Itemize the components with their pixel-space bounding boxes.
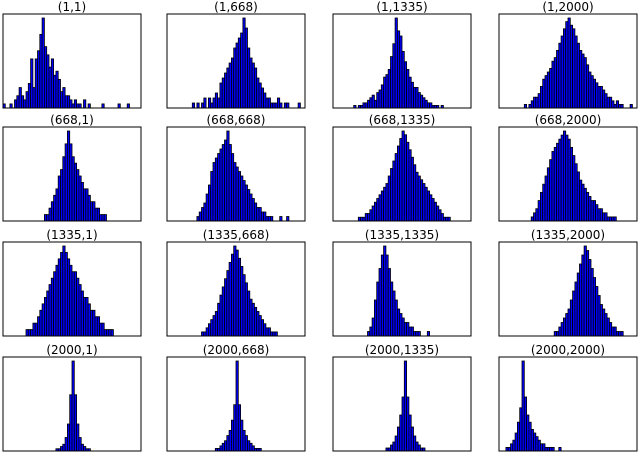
histogram-panel: (2000,1) [2,343,142,452]
histogram-panel: (1335,1) [2,228,142,337]
histogram-panel: (1,1335) [332,0,472,109]
histogram-panel: (2000,2000) [498,343,638,452]
histogram-bar [203,97,207,109]
histogram-bar [78,103,82,109]
histogram-panel: (668,1) [2,113,142,222]
histogram-bar [286,216,290,222]
histogram-bar [629,104,633,109]
histogram-bar [417,331,421,337]
panel-frame [332,241,472,337]
panel-frame [332,126,472,222]
histogram-bar [613,216,617,222]
histogram-bar [279,102,283,109]
histogram-panel: (1335,1335) [332,228,472,337]
panel-title: (1335,1) [46,228,97,242]
histogram-bar [191,102,196,109]
panel-title: (668,2000) [535,113,602,127]
panel-frame [166,126,306,222]
histogram-bar [558,446,562,452]
histogram-bar [101,103,105,109]
histogram-bar [523,104,527,109]
panel-title: (1335,2000) [531,228,605,242]
panel-frame [498,13,638,109]
histogram-bar [83,99,87,109]
panel-frame [166,356,306,452]
histogram-bar [551,446,555,452]
histogram-panel: (1,668) [166,0,306,109]
panel-title: (1,1335) [376,0,427,14]
panel-frame [2,356,142,452]
histogram-bar [87,103,91,109]
panel-frame [2,126,142,222]
histogram-panel: (668,668) [166,113,306,222]
panel-title: (1,668) [214,0,258,14]
panel-title: (1335,668) [203,228,270,242]
panel-frame [166,241,306,337]
panel-title: (2000,1335) [365,343,439,357]
histogram-panel: (668,2000) [498,113,638,222]
panel-title: (1,2000) [542,0,593,14]
panel-frame [498,356,638,452]
histogram-bar [447,216,451,222]
panel-frame [2,241,142,337]
panel-frame [498,241,638,337]
panel-title: (668,1335) [369,113,436,127]
panel-frame [332,356,472,452]
panel-title: (2000,668) [203,343,270,357]
panel-frame [332,13,472,109]
panel-title: (2000,2000) [531,343,605,357]
panel-title: (668,668) [207,113,266,127]
histogram-panel: (1,2000) [498,0,638,109]
histogram-bar [297,102,301,109]
histogram-bar [279,216,283,222]
histogram-panel: (2000,668) [166,343,306,452]
histogram-panel: (1335,2000) [498,228,638,337]
histogram-bar [110,329,114,337]
panel-frame [498,126,638,222]
histogram-bar [126,103,130,109]
panel-title: (1335,1335) [365,228,439,242]
histogram-bar [620,331,624,337]
histogram-panel: (1,1) [2,0,142,109]
panel-title: (2000,1) [46,343,97,357]
panel-title: (668,1) [50,113,94,127]
histogram-panel: (1335,668) [166,228,306,337]
histogram-panel: (2000,1335) [332,343,472,452]
histogram-bar [117,103,121,109]
histogram-bar [196,102,200,109]
histogram-bar [270,216,274,222]
histogram-bar [103,214,107,222]
histogram-bar [9,103,13,109]
panel-title: (1,1) [58,0,86,14]
histogram-bar [426,331,430,337]
histogram-panel: (668,1335) [332,113,472,222]
panel-frame [166,13,306,109]
histogram-bar [620,104,624,109]
histogram-bar [274,331,278,337]
panel-frame [2,13,142,109]
histogram-bar [286,102,290,109]
